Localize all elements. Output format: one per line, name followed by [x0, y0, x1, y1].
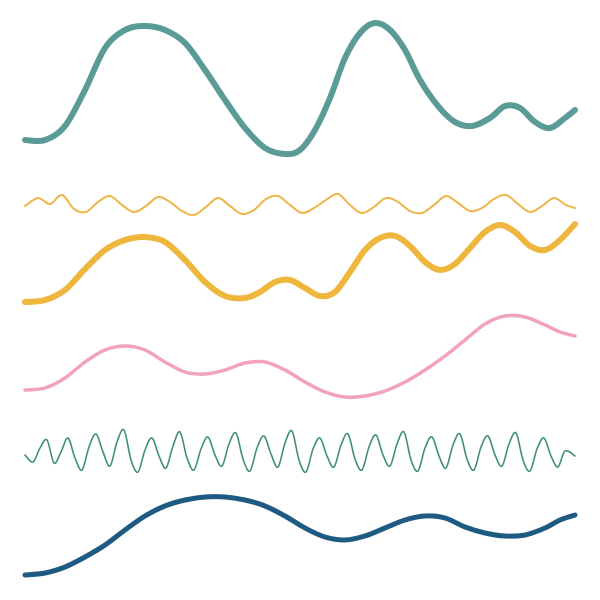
wave-orange-thin — [25, 194, 575, 215]
wave-pink — [25, 315, 575, 397]
wave-gold-thick — [25, 224, 575, 302]
wave-green-jagged — [25, 429, 575, 472]
wave-navy-thick — [25, 497, 575, 575]
wave-teal-thick — [25, 23, 575, 154]
wave-lines-chart — [0, 0, 600, 600]
